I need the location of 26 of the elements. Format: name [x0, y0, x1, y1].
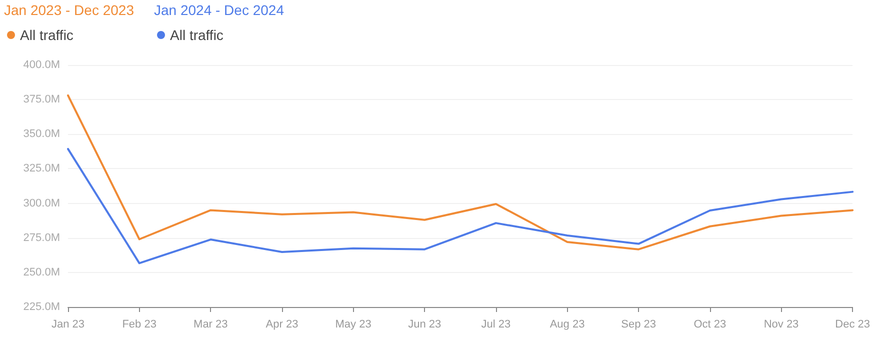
x-tick-label: Oct 23 [694, 318, 726, 330]
y-tick-label: 400.0M [23, 59, 60, 71]
y-tick-label: 300.0M [23, 197, 60, 210]
x-tick-label: Sep 23 [621, 318, 656, 330]
y-tick-label: 350.0M [23, 128, 60, 140]
legend-label: All traffic [170, 27, 224, 43]
y-tick-label: 250.0M [23, 266, 60, 278]
x-tick-label: Aug 23 [550, 318, 585, 330]
text: Jan 2023 - Dec 2023 [4, 2, 134, 18]
x-tick-label: Jun 23 [408, 318, 442, 330]
x-tick-label: Mar 23 [194, 318, 228, 330]
legend-label: All traffic [20, 27, 74, 43]
x-tick-label: Dec 23 [835, 318, 870, 330]
x-tick-label: Apr 23 [266, 318, 298, 330]
x-tick-label: Feb 23 [122, 318, 156, 330]
y-tick-label: 325.0M [23, 162, 60, 175]
line-series [67, 94, 854, 250]
x-tick-label: Jul 23 [481, 318, 511, 330]
x-tick-label: May 23 [335, 318, 372, 330]
y-tick-label: 275.0M [23, 232, 60, 244]
y-tick-label: 225.0M [23, 301, 60, 313]
y-tick-label: 375.0M [23, 94, 60, 106]
text: Jan 2024 - Dec 2024 [154, 2, 284, 18]
x-tick-label: Jan 23 [51, 318, 85, 330]
x-tick-label: Nov 23 [764, 318, 799, 330]
line-series [67, 148, 854, 264]
